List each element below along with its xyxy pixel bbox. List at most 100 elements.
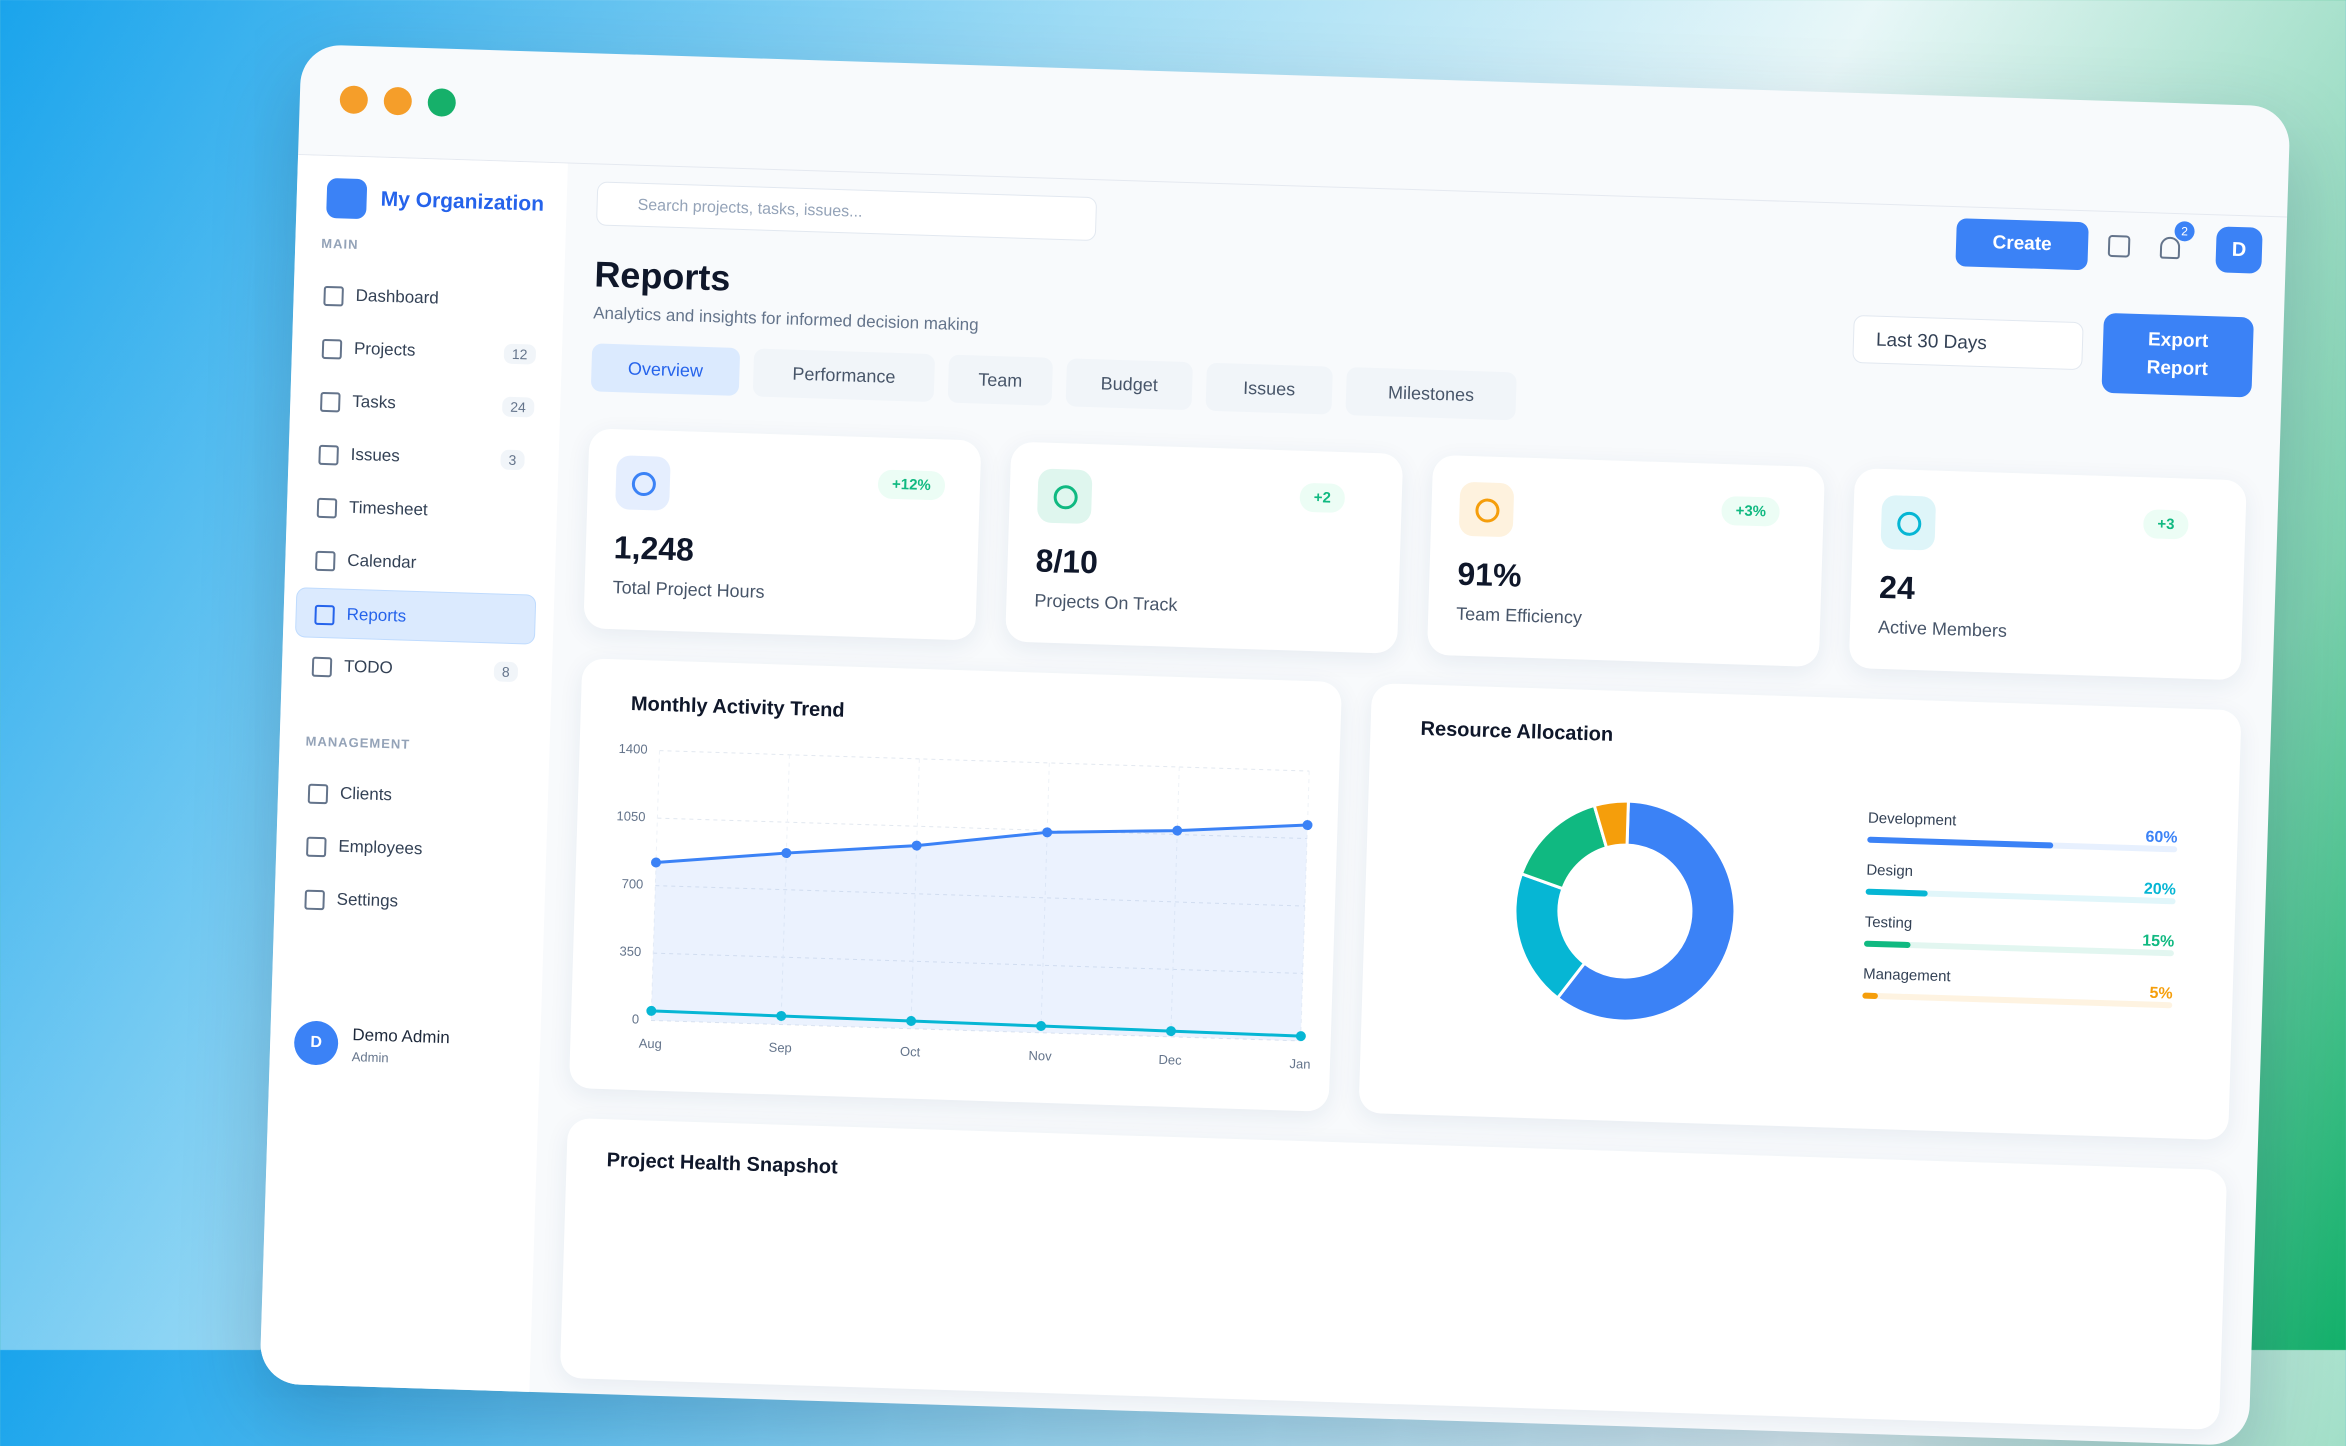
point bbox=[1172, 825, 1183, 836]
user-avatar[interactable]: D bbox=[293, 1020, 339, 1066]
sidebar: My Organization MAIN Dashboard Projects 12 T… bbox=[259, 155, 568, 1393]
point bbox=[911, 840, 922, 851]
stat-delta: +3 bbox=[2142, 509, 2189, 540]
y-tick-label: 1050 bbox=[616, 808, 645, 824]
grid-line-x bbox=[1040, 762, 1050, 1033]
legend-bar bbox=[1867, 836, 2054, 849]
org-logo bbox=[326, 177, 368, 220]
stat-delta: +3% bbox=[1721, 495, 1781, 527]
create-button[interactable]: Create bbox=[1955, 218, 2089, 271]
tab[interactable]: Performance bbox=[752, 348, 936, 403]
nav-label: Tasks bbox=[352, 391, 397, 413]
y-tick-label: 1400 bbox=[618, 741, 647, 757]
legend-bar bbox=[1862, 992, 1878, 999]
legend-label: Design bbox=[1866, 862, 1913, 880]
stat-label: Active Members bbox=[1877, 616, 2008, 641]
nav: MAIN Dashboard Projects 12 Tasks 24 Issues 3 Tim… bbox=[294, 155, 568, 911]
nav-icon bbox=[318, 444, 339, 466]
y-tick-label: 350 bbox=[619, 943, 641, 959]
stat-label: Total Project Hours bbox=[612, 577, 765, 602]
header-avatar[interactable]: D bbox=[2215, 226, 2263, 274]
point bbox=[776, 1010, 787, 1021]
point bbox=[646, 1005, 657, 1016]
calendar-icon[interactable] bbox=[2107, 234, 2131, 258]
nav-item[interactable]: Reports bbox=[294, 587, 537, 645]
window-dot bbox=[427, 88, 457, 117]
export-button[interactable]: Export Report bbox=[2101, 312, 2254, 398]
nav-badge: 24 bbox=[501, 396, 535, 418]
snapshot-title: Project Health Snapshot bbox=[606, 1149, 839, 1179]
notification-count: 2 bbox=[2174, 221, 2195, 242]
nav-item[interactable]: TODO 8 bbox=[293, 640, 534, 698]
nav-badge: 8 bbox=[493, 661, 519, 683]
nav-label: Projects bbox=[353, 338, 416, 360]
window-dot bbox=[339, 85, 369, 115]
point bbox=[781, 848, 792, 859]
tab[interactable]: Issues bbox=[1205, 362, 1333, 415]
slice bbox=[1519, 803, 1609, 891]
legend-track bbox=[1862, 992, 2173, 1009]
search-input[interactable]: Search projects, tasks, issues... bbox=[595, 181, 1098, 242]
line bbox=[655, 823, 1308, 864]
point bbox=[1295, 1031, 1306, 1042]
grid-line-x bbox=[1300, 771, 1310, 1041]
stat-delta: +12% bbox=[877, 469, 946, 501]
point bbox=[1036, 1021, 1047, 1032]
nav-label: Timesheet bbox=[348, 497, 429, 520]
legend-track bbox=[1865, 888, 2176, 905]
nav-label: Dashboard bbox=[355, 285, 440, 308]
legend-value: 15% bbox=[2142, 933, 2175, 951]
stat-card: +3% 91% Team Efficiency bbox=[1426, 454, 1825, 668]
nav-badge: 3 bbox=[500, 449, 525, 471]
y-tick-label: 700 bbox=[621, 876, 643, 892]
stat-delta: +2 bbox=[1299, 482, 1346, 514]
page-subtitle: Analytics and insights for informed deci… bbox=[592, 303, 979, 335]
legend-value: 20% bbox=[2144, 881, 2177, 899]
window-dot bbox=[383, 86, 413, 116]
stat-value: 8/10 bbox=[1035, 542, 1099, 581]
nav-label: Issues bbox=[350, 444, 401, 466]
nav-icon bbox=[311, 656, 333, 678]
app-window: My Organization MAIN Dashboard Projects 12 T… bbox=[259, 44, 2291, 1446]
nav-section-title: MAIN bbox=[321, 235, 359, 252]
nav-item[interactable]: Issues 3 bbox=[300, 428, 541, 486]
nav-item[interactable]: Clients bbox=[289, 767, 530, 825]
area bbox=[651, 825, 1308, 1041]
bell-icon[interactable] bbox=[2159, 236, 2181, 260]
nav-icon bbox=[314, 550, 336, 572]
nav-item[interactable]: Settings bbox=[286, 873, 527, 931]
stat-value: 91% bbox=[1456, 555, 1523, 594]
nav-item[interactable]: Employees bbox=[288, 820, 529, 878]
nav-badge: 12 bbox=[503, 343, 536, 365]
page: My Organization MAIN Dashboard Projects 12 T… bbox=[0, 0, 2346, 1350]
stat-card: +2 8/10 Projects On Track bbox=[1005, 441, 1404, 654]
y-tick-label: 0 bbox=[632, 1011, 640, 1026]
nav-item[interactable]: Tasks 24 bbox=[302, 375, 543, 433]
nav-item[interactable]: Timesheet bbox=[298, 481, 539, 539]
point bbox=[1302, 820, 1313, 831]
nav-item[interactable]: Dashboard bbox=[305, 269, 546, 327]
line bbox=[651, 1009, 1301, 1038]
tab[interactable]: Milestones bbox=[1345, 367, 1517, 421]
tabs: Overview Performance Team Budget Issues Miles… bbox=[302, 44, 2291, 421]
slice bbox=[1555, 799, 1737, 1023]
tab[interactable]: Overview bbox=[590, 343, 741, 396]
nav-icon bbox=[319, 391, 341, 413]
tab[interactable]: Budget bbox=[1065, 358, 1193, 411]
x-tick-label: Aug bbox=[639, 1036, 663, 1052]
tab[interactable]: Team bbox=[947, 354, 1054, 406]
nav-icon bbox=[307, 783, 329, 805]
grid-line bbox=[659, 750, 1310, 772]
x-tick-label: Sep bbox=[768, 1040, 792, 1056]
stats: +12% 1,248 Total Project Hours +2 8/10 Projec… bbox=[302, 44, 2291, 681]
donut-chart: Resource Allocation Development 60% Design 2… bbox=[1420, 718, 2178, 1023]
line-chart: Monthly Activity Trend 0 350 700 1050 1400 Aug… bbox=[616, 693, 1313, 1072]
nav-item[interactable]: Calendar bbox=[297, 534, 538, 592]
legend-label: Management bbox=[1863, 966, 1952, 986]
point bbox=[1165, 1026, 1176, 1037]
nav-label: Settings bbox=[336, 889, 399, 911]
org-name: My Organization bbox=[380, 187, 545, 216]
stat-card: +12% 1,248 Total Project Hours bbox=[583, 428, 982, 641]
date-range-select[interactable]: Last 30 Days bbox=[1852, 314, 2084, 371]
nav-item[interactable]: Projects 12 bbox=[303, 322, 544, 380]
